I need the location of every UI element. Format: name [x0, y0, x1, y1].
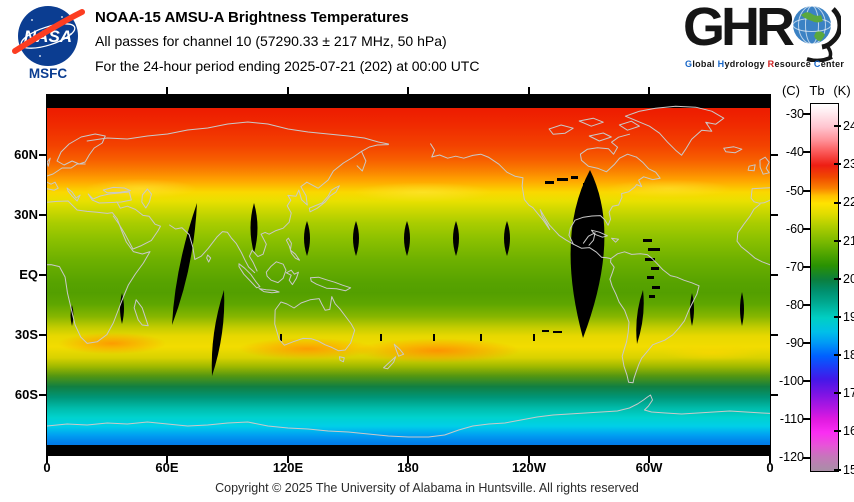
colorbar-celsius-tick: -50 — [785, 184, 804, 198]
tick-mark — [803, 266, 810, 268]
tagline-h: H — [717, 59, 725, 69]
lat-tick-label: 60S — [14, 387, 38, 402]
colorbar-kelvin-tick: 240 — [843, 119, 854, 133]
tick-mark — [407, 456, 409, 463]
tick-mark — [771, 334, 778, 336]
tick-mark — [803, 342, 810, 344]
page-title: NOAA-15 AMSU-A Brightness Temperatures — [95, 9, 409, 26]
colorbar-celsius-tick: -70 — [785, 260, 804, 274]
colorbar-celsius-tick: -90 — [785, 336, 804, 350]
subtitle-period: For the 24-hour period ending 2025-07-21… — [95, 58, 480, 74]
tick-mark — [834, 278, 841, 280]
subtitle-channel: All passes for channel 10 (57290.33 ± 21… — [95, 33, 447, 49]
colorbar-kelvin-tick: 160 — [843, 424, 854, 438]
colorbar-kelvin-tick: 180 — [843, 348, 854, 362]
colorbar-celsius-tick: -30 — [785, 107, 804, 121]
colorbar-celsius-tick: -60 — [785, 222, 804, 236]
tick-mark — [834, 240, 841, 242]
lon-tick-label: 180 — [397, 460, 419, 475]
colorbar-celsius-tick: -80 — [785, 298, 804, 312]
tick-mark — [39, 394, 46, 396]
tick-mark — [834, 354, 841, 356]
tick-mark — [771, 154, 778, 156]
tagline-r: R — [767, 59, 775, 69]
colorbar — [810, 103, 839, 472]
tick-mark — [166, 87, 168, 94]
tick-mark — [648, 456, 650, 463]
tick-mark — [769, 456, 771, 463]
tagline-c: C — [813, 59, 821, 69]
ghrc-wordmark: GHR — [683, 0, 795, 57]
lon-tick-label: 0 — [43, 460, 51, 475]
tagline-g: G — [685, 59, 693, 69]
lat-tick-label: 30N — [14, 207, 38, 222]
lon-tick-label: 120W — [512, 460, 546, 475]
data-gap-shapes — [47, 95, 770, 455]
tick-mark — [803, 190, 810, 192]
tick-mark — [803, 228, 810, 230]
tick-mark — [39, 154, 46, 156]
tick-mark — [834, 430, 841, 432]
brightness-temperature-map — [46, 94, 771, 456]
tick-mark — [803, 151, 810, 153]
colorbar-celsius-tick: -100 — [778, 374, 804, 388]
tick-mark — [834, 469, 841, 471]
lat-tick-label: 60N — [14, 147, 38, 162]
colorbar-kelvin-tick: 220 — [843, 195, 854, 209]
tick-mark — [39, 274, 46, 276]
tick-mark — [803, 113, 810, 115]
tick-mark — [803, 380, 810, 382]
tick-mark — [834, 392, 841, 394]
lon-tick-label: 60E — [155, 460, 179, 475]
tick-mark — [834, 125, 841, 127]
tick-mark — [166, 456, 168, 463]
tick-mark — [648, 87, 650, 94]
ghrc-logo[interactable]: GHR Global Hydrology Resource Center — [683, 0, 851, 74]
tick-mark — [803, 457, 810, 459]
msfc-label: MSFC — [28, 66, 68, 81]
nasa-logo[interactable]: NASA — [10, 4, 86, 68]
colorbar-celsius-tick: -40 — [785, 145, 804, 159]
lon-tick-label: 0 — [766, 460, 774, 475]
colorbar-celsius-tick: -120 — [778, 450, 804, 464]
tick-mark — [803, 418, 810, 420]
tick-mark — [771, 274, 778, 276]
ghrc-globe-icon — [792, 5, 841, 62]
tick-mark — [528, 87, 530, 94]
colorbar-celsius-tick: -110 — [779, 412, 804, 426]
tick-mark — [39, 214, 46, 216]
colorbar-unit-celsius: (C) — [781, 83, 801, 98]
copyright-text: Copyright © 2025 The University of Alaba… — [215, 481, 639, 495]
colorbar-unit-kelvin: (K) — [833, 83, 851, 98]
tick-mark — [834, 163, 841, 165]
colorbar-kelvin-tick: 210 — [843, 234, 854, 248]
tick-mark — [287, 87, 289, 94]
colorbar-unit-tb: Tb — [809, 83, 825, 98]
lon-tick-label: 120E — [272, 460, 304, 475]
colorbar-kelvin-tick: 190 — [843, 310, 854, 324]
colorbar-kelvin-tick: 200 — [843, 272, 854, 286]
coastlines-overlay — [47, 106, 770, 437]
nasa-red-swoosh — [12, 9, 85, 54]
tick-mark — [771, 214, 778, 216]
lat-tick-label: EQ — [19, 267, 38, 282]
tick-mark — [803, 304, 810, 306]
tick-mark — [528, 456, 530, 463]
map-overlay — [47, 95, 770, 455]
tick-mark — [771, 394, 778, 396]
ghrc-tagline: Global Hydrology Resource Center — [685, 59, 845, 69]
lat-tick-label: 30S — [14, 327, 38, 342]
tick-mark — [46, 456, 48, 463]
tick-mark — [834, 316, 841, 318]
tick-mark — [287, 456, 289, 463]
colorbar-kelvin-tick: 150 — [843, 463, 854, 477]
tick-mark — [39, 334, 46, 336]
colorbar-kelvin-tick: 230 — [843, 157, 854, 171]
lon-tick-label: 60W — [635, 460, 663, 475]
colorbar-kelvin-tick: 170 — [843, 386, 854, 400]
tick-mark — [407, 87, 409, 94]
tick-mark — [834, 202, 841, 204]
